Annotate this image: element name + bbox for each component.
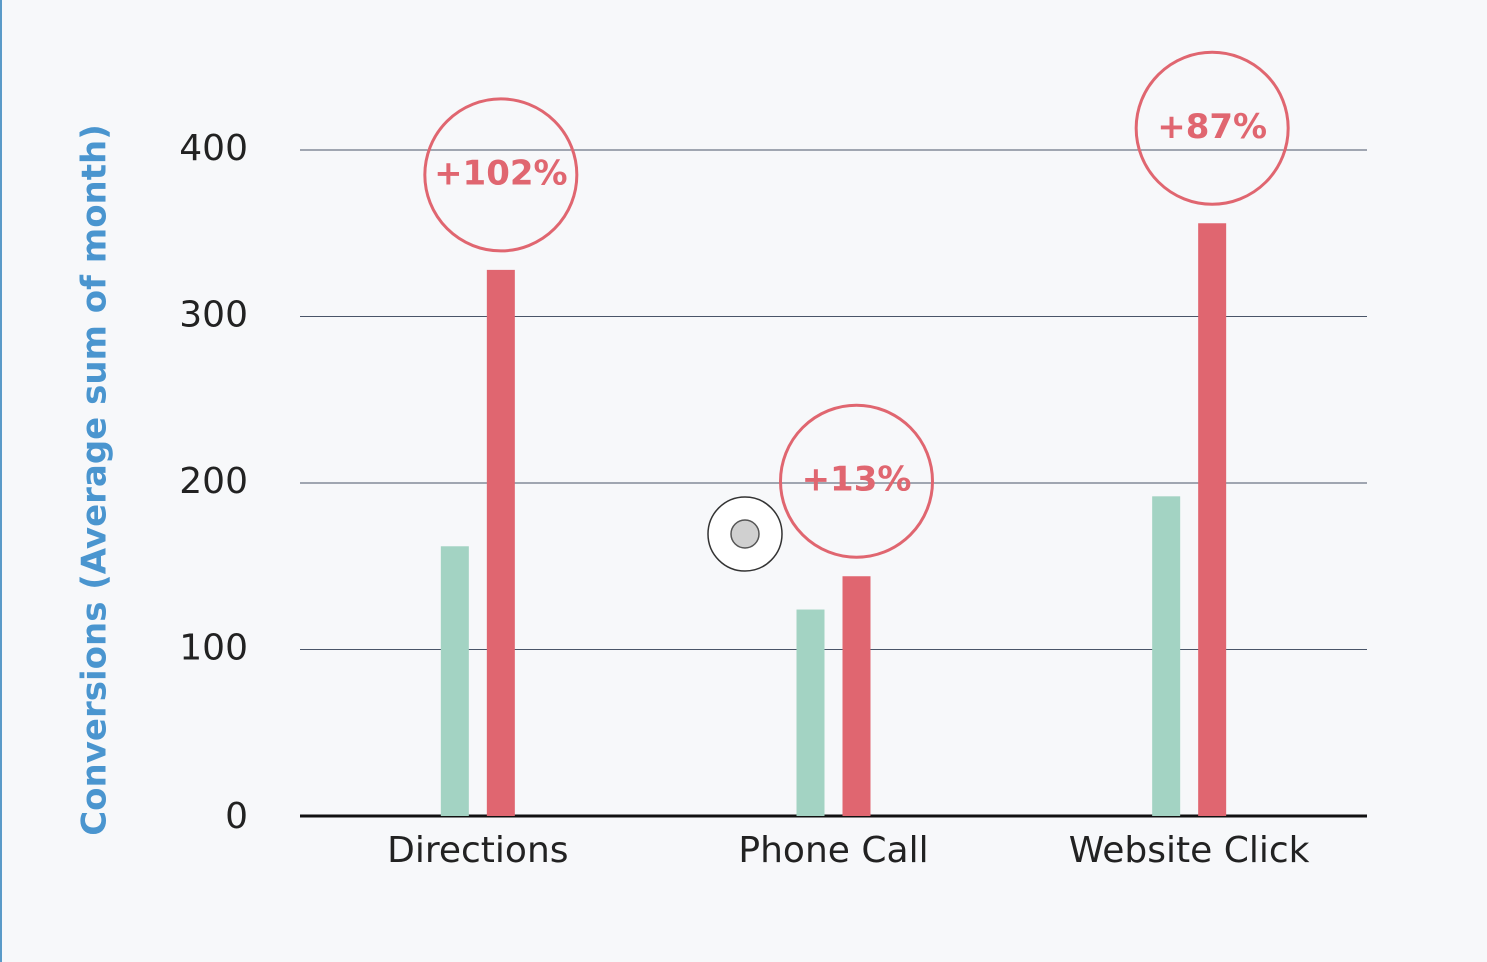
y-tick-label: 400: [179, 128, 248, 169]
bar: [486, 269, 515, 816]
y-tick-label: 0: [225, 796, 248, 837]
cursor: [707, 496, 783, 572]
bar: [440, 546, 469, 816]
x-tick-label: Phone Call: [738, 830, 928, 871]
x-tick-label: Directions: [387, 830, 568, 871]
y-tick-label: 300: [179, 295, 248, 336]
annotation-circle: [423, 97, 579, 253]
y-tick-label: 200: [179, 461, 248, 502]
x-tick-label: Website Click: [1069, 830, 1310, 871]
annotation: +87%: [1157, 107, 1267, 147]
y-axis-label: Conversions (Average sum of month): [75, 124, 115, 836]
y-tick-label: 100: [179, 628, 248, 669]
annotation: +102%: [434, 153, 568, 193]
bar: [1198, 223, 1227, 816]
bar: [1152, 496, 1181, 816]
bar: [842, 576, 871, 816]
annotation-circle: [1134, 50, 1290, 206]
cursor-dot: [730, 519, 760, 549]
annotation-circle: [779, 403, 934, 559]
bar: [796, 609, 825, 816]
annotation: +13%: [802, 460, 912, 500]
